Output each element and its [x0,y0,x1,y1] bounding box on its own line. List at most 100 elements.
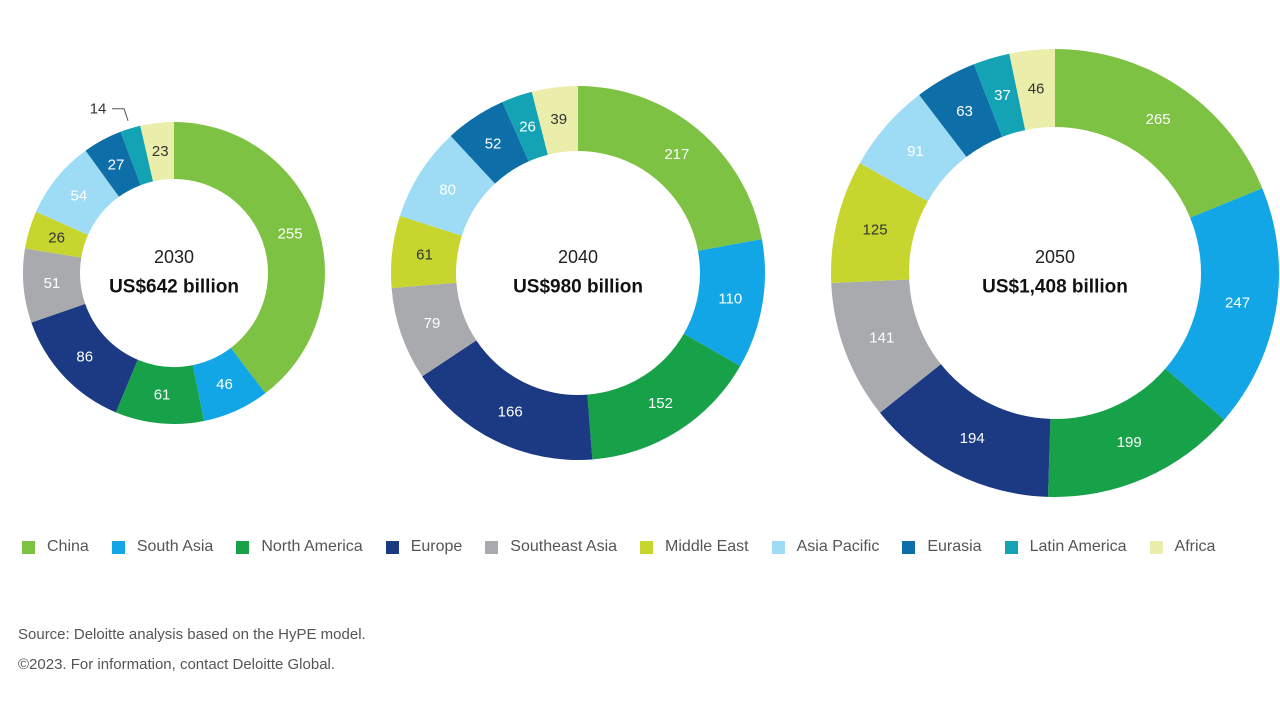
donut-slice [831,279,941,413]
donut-slice [115,359,205,424]
donut-slice [85,131,141,197]
donut-slice [531,86,578,155]
slice-value-label: 199 [1117,434,1142,451]
slice-value-label: 52 [485,135,502,152]
legend-item: Southeast Asia [485,538,617,556]
slice-value-label: 51 [44,275,61,292]
legend-label: South Asia [136,538,214,555]
donut-slice [391,282,477,377]
slice-value-label: 27 [108,157,125,174]
legend-label: Europe [410,538,463,555]
source-note: Source: Deloitte analysis based on the H… [18,626,366,643]
donut-year: 2050 [1035,247,1075,267]
donut-slice [450,101,529,184]
legend-swatch [1004,540,1018,554]
slice-value-label: 37 [994,87,1011,104]
legend-swatch [22,540,35,554]
legend-item: Middle East [640,538,749,556]
legend: China South Asia North America Europe Southe… [22,536,1272,558]
donut-slice [192,347,266,421]
donut-slice [1165,188,1279,420]
legend-item: Africa [1149,538,1216,556]
legend-swatch [111,540,125,554]
slice-value-label: 141 [869,330,894,347]
slice-value-label: 61 [416,247,433,264]
copyright-note: ©2023. For information, contact Deloitte… [18,656,336,673]
slice-value-label: 23 [152,143,169,160]
donut-2030: 255 46 61 86 51 26 54 27 14 23 2030 US$642 billion [22,100,325,424]
slice-value-label: 26 [519,118,536,135]
legend-label: Latin America [1029,538,1127,555]
slice-value-label: 91 [907,143,924,160]
donut-total: US$1,408 billion [982,277,1128,298]
legend-swatch [640,540,654,554]
slice-value-label: 61 [154,386,171,403]
donut-2050: 265 247 199 194 141 125 91 63 37 46 2050 US$1,408 b… [831,49,1279,497]
donut-slice [831,163,928,283]
donut-year: 2040 [558,247,598,267]
slice-value-label: 54 [71,187,88,204]
donut-slice [35,150,119,235]
legend-swatch [385,540,399,554]
donut-slice [1055,49,1263,218]
slice-value-label: 80 [439,182,456,199]
donut-total: US$980 billion [513,277,643,298]
legend-item: South Asia [111,538,214,556]
slice-value-label: 26 [48,229,65,246]
donut-slice [120,125,154,186]
slice-value-label: 63 [956,103,973,120]
donut-slice [879,364,1051,497]
slice-value-label: 110 [718,291,742,308]
donut-2040: 217 110 152 166 79 61 80 52 26 39 2040 US$980 billi… [390,86,765,460]
slice-value-label: 46 [216,376,233,393]
legend-label: Eurasia [927,538,982,555]
legend-item: Latin America [1004,538,1127,556]
legend-swatch [485,540,499,554]
legend-swatch [771,540,785,554]
legend-label: Southeast Asia [510,538,618,555]
legend-item: North America [236,538,363,556]
donut-slice [578,86,762,251]
donut-slice [859,94,967,202]
legend-label: Middle East [665,538,749,555]
donut-slice [1048,368,1225,497]
slice-value-label: 166 [498,403,523,420]
slice-value-label: 194 [960,430,985,447]
slice-value-label: 14 [90,100,107,117]
slice-value-label: 217 [664,146,689,163]
donut-slice [399,135,495,236]
legend-item: Eurasia [902,538,982,556]
slice-value-label: 79 [424,315,441,332]
legend-item: Europe [385,538,463,556]
donut-slice [174,122,325,394]
slice-value-label: 125 [863,222,888,239]
legend-item: Asia Pacific [771,538,879,556]
donut-slice [22,248,86,323]
legend-swatch [1149,540,1163,554]
footnotes: Source: Deloitte analysis based on the H… [18,620,366,680]
slice-value-label: 255 [278,225,303,242]
slice-value-label: 265 [1146,111,1171,128]
donut-year: 2030 [154,247,194,267]
legend-swatch [902,540,916,554]
legend-label: North America [261,538,363,555]
legend-label: China [47,538,89,555]
donut-slice [502,91,548,162]
slice-value-label: 86 [76,348,93,365]
legend-label: Africa [1174,538,1216,555]
slice-value-label: 247 [1225,294,1250,311]
donut-slice [140,122,174,182]
legend-item: China [22,538,89,556]
legend-swatch [236,540,250,554]
donut-slice [1009,49,1055,131]
slice-value-label: 46 [1028,80,1045,97]
donut-slice [25,211,89,258]
donut-total: US$642 billion [109,277,239,298]
slice-value-label: 152 [648,395,673,412]
label-leader-line [112,108,129,121]
slice-value-label: 39 [550,111,567,128]
donut-slice [422,340,593,460]
donut-slice [683,239,765,367]
